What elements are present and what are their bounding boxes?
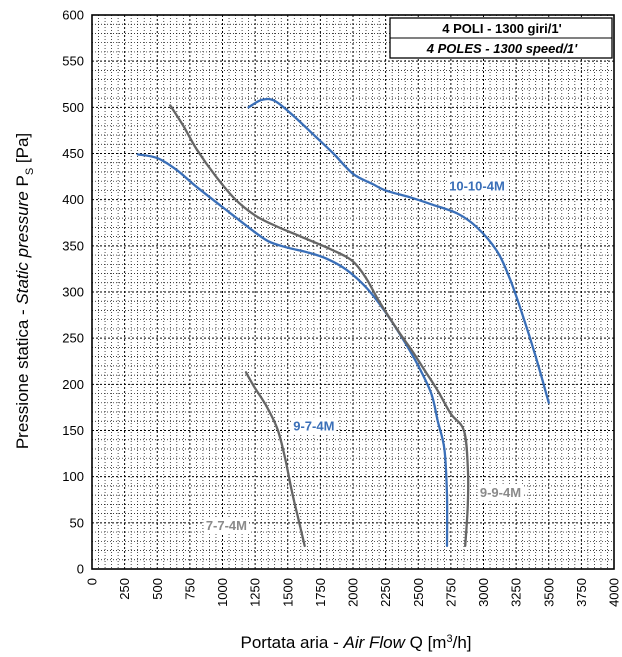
y-tick-label: 600 <box>62 8 84 23</box>
y-tick-label: 400 <box>62 192 84 207</box>
x-tick-label: 2750 <box>443 578 458 607</box>
y-tick-label: 200 <box>62 377 84 392</box>
x-tick-label: 4000 <box>607 578 622 607</box>
y-tick-label: 350 <box>62 238 84 253</box>
series-label-7-7-4m: 7-7-4M <box>206 518 247 533</box>
legend-line-2: 4 POLES - 1300 speed/1' <box>426 41 578 56</box>
series-label-9-9-4m: 9-9-4M <box>480 485 521 500</box>
y-tick-label: 0 <box>77 562 84 577</box>
x-tick-label: 500 <box>150 578 165 600</box>
y-tick-label: 550 <box>62 54 84 69</box>
legend-box: 4 POLI - 1300 giri/1' 4 POLES - 1300 spe… <box>389 17 613 59</box>
x-tick-label: 3250 <box>509 578 524 607</box>
y-axis-title-sub: S <box>24 168 36 175</box>
chart-series <box>136 97 550 548</box>
x-axis-title-unit: Q [m <box>405 633 447 652</box>
y-axis-title-italic: Static pressure <box>13 191 32 304</box>
legend-line-1: 4 POLI - 1300 giri/1' <box>442 21 561 36</box>
y-tick-label: 150 <box>62 423 84 438</box>
x-tick-label: 2500 <box>411 578 426 607</box>
x-axis-title-end: /h] <box>453 633 472 652</box>
x-tick-label: 2250 <box>378 578 393 607</box>
series-line-9-7-4m <box>136 153 449 548</box>
x-tick-label: 0 <box>85 578 100 585</box>
y-axis-title: Pressione statica - Static pressure PS [… <box>13 133 36 449</box>
plot-frame <box>91 14 615 570</box>
x-tick-label: 3000 <box>476 578 491 607</box>
y-tick-label: 450 <box>62 146 84 161</box>
y-tick-label: 100 <box>62 469 84 484</box>
x-axis-title-sup: 3 <box>446 633 452 645</box>
x-axis-title-prefix: Portata aria - <box>241 633 344 652</box>
y-tick-label: 250 <box>62 331 84 346</box>
y-axis-title-end: [Pa] <box>13 133 32 168</box>
series-label-background <box>203 517 250 535</box>
chart-grid <box>92 15 614 569</box>
series-line-9-9-4m <box>169 104 470 548</box>
x-axis-title-italic: Air Flow <box>343 633 407 652</box>
chart-ticks: 0 50 100 150 200 250 300 350 400 450 500 550 600 0 250… <box>62 8 621 607</box>
y-tick-label: 300 <box>62 285 84 300</box>
y-axis-title-prefix: Pressione statica - <box>13 305 32 450</box>
series-label-9-7-4m: 9-7-4M <box>293 418 334 433</box>
series-label-10-10-4m: 10-10-4M <box>449 178 505 193</box>
series-line-7-7-4m <box>244 371 306 548</box>
x-tick-label: 750 <box>182 578 197 600</box>
x-tick-label: 1250 <box>248 578 263 607</box>
x-tick-label: 1750 <box>313 578 328 607</box>
x-tick-label: 1000 <box>215 578 230 607</box>
x-axis-title: Portata aria - Air Flow Q [m3/h] <box>241 633 472 652</box>
y-tick-label: 50 <box>70 515 84 530</box>
x-tick-label: 2000 <box>346 578 361 607</box>
y-axis-title-unit: P <box>13 175 32 191</box>
x-tick-label: 3500 <box>541 578 556 607</box>
x-tick-label: 250 <box>117 578 132 600</box>
series-label-background <box>477 483 524 501</box>
series-line-10-10-4m <box>247 97 550 404</box>
series-label-background <box>291 417 337 435</box>
series-labels: 10-10-4M 9-7-4M 9-9-4M 7-7-4M <box>203 177 524 535</box>
x-tick-label: 1500 <box>280 578 295 607</box>
y-tick-label: 500 <box>62 100 84 115</box>
series-label-background <box>447 177 507 195</box>
x-tick-label: 3750 <box>574 578 589 607</box>
